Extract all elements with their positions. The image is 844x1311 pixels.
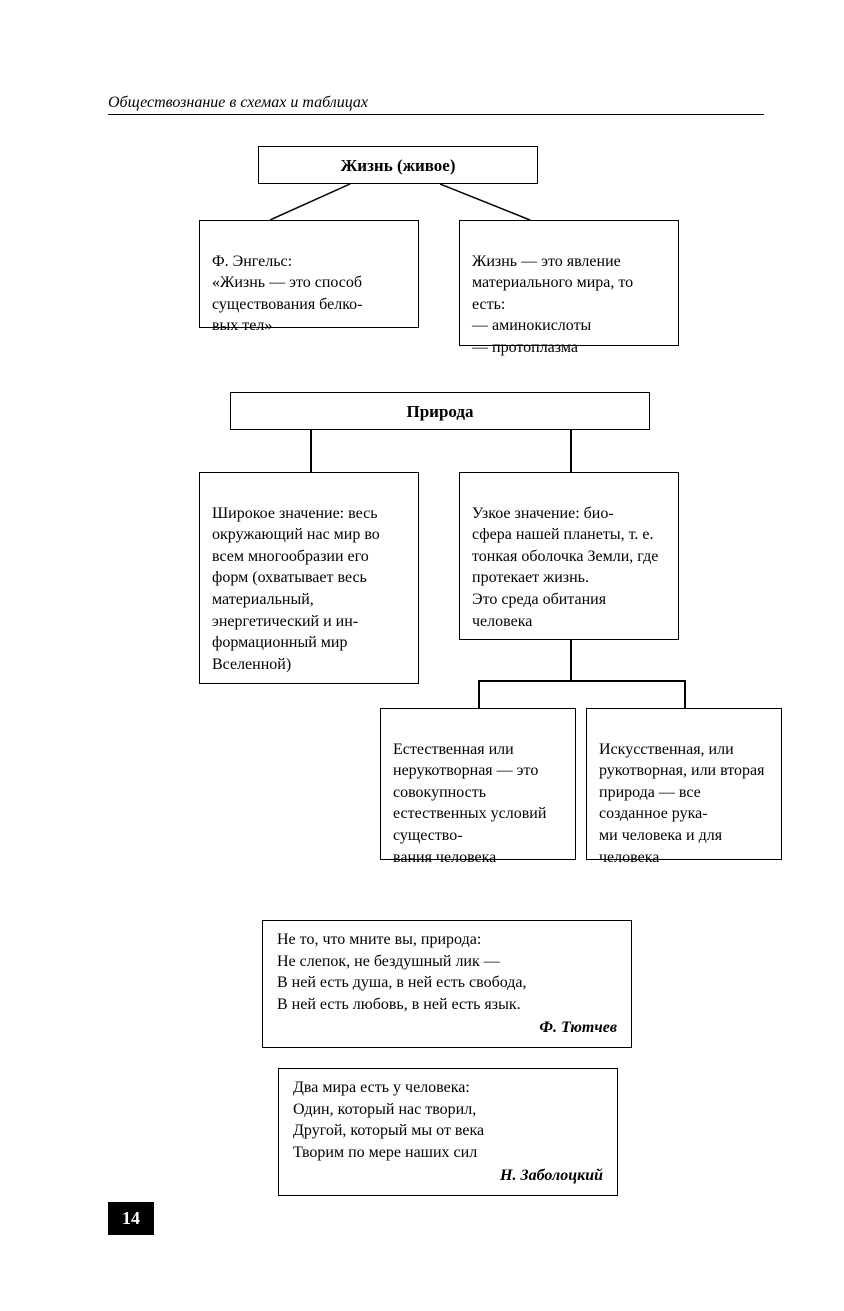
diagram2-conn-drop-right: [684, 680, 686, 708]
diagram2-left-box: Широкое значение: весь окружающий нас ми…: [199, 472, 419, 684]
quote-2-author: Н. Заболоцкий: [293, 1165, 603, 1187]
diagram1-title-text: Жизнь (живое): [340, 156, 455, 175]
diagram1-title: Жизнь (живое): [258, 146, 538, 184]
diagram2-conn-v-left: [310, 430, 312, 472]
diagram2-right-text: Узкое значение: био- сфера нашей планеты…: [472, 505, 658, 630]
diagram1-connector-left: [270, 184, 352, 220]
quote-1: Не то, что мните вы, природа: Не слепок,…: [262, 920, 632, 1048]
diagram1-right-text: Жизнь — это явление материального мира, …: [472, 253, 633, 356]
diagram2-subleft-box: Естественная или нерукотворная — это сов…: [380, 708, 576, 860]
diagram2-title: Природа: [230, 392, 650, 430]
quote-2: Два мира есть у человека: Один, который …: [278, 1068, 618, 1196]
diagram1-left-box: Ф. Энгельс: «Жизнь — это способ существо…: [199, 220, 419, 328]
diagram2-conn-drop-left: [478, 680, 480, 708]
diagram1-left-text: Ф. Энгельс: «Жизнь — это способ существо…: [212, 253, 362, 335]
diagram1-right-box: Жизнь — это явление материального мира, …: [459, 220, 679, 346]
page-number: 14: [108, 1202, 154, 1235]
page-header: Обществознание в схемах и таблицах: [108, 94, 764, 115]
diagram2-conn-stem: [570, 640, 572, 680]
diagram2-subright-box: Искусственная, или рукотворная, или втор…: [586, 708, 782, 860]
diagram2-title-text: Природа: [406, 402, 473, 421]
diagram1-connector-right: [440, 184, 532, 220]
quote-2-text: Два мира есть у человека: Один, который …: [293, 1077, 603, 1163]
diagram2-conn-v-right: [570, 430, 572, 472]
quote-1-text: Не то, что мните вы, природа: Не слепок,…: [277, 929, 617, 1015]
diagram2-subright-text: Искусственная, или рукотворная, или втор…: [599, 741, 765, 866]
quote-1-author: Ф. Тютчев: [277, 1017, 617, 1039]
diagram2-subleft-text: Естественная или нерукотворная — это сов…: [393, 741, 546, 866]
diagram2-right-box: Узкое значение: био- сфера нашей планеты…: [459, 472, 679, 640]
diagram2-left-text: Широкое значение: весь окружающий нас ми…: [212, 505, 380, 673]
diagram2-conn-hbar: [478, 680, 684, 682]
